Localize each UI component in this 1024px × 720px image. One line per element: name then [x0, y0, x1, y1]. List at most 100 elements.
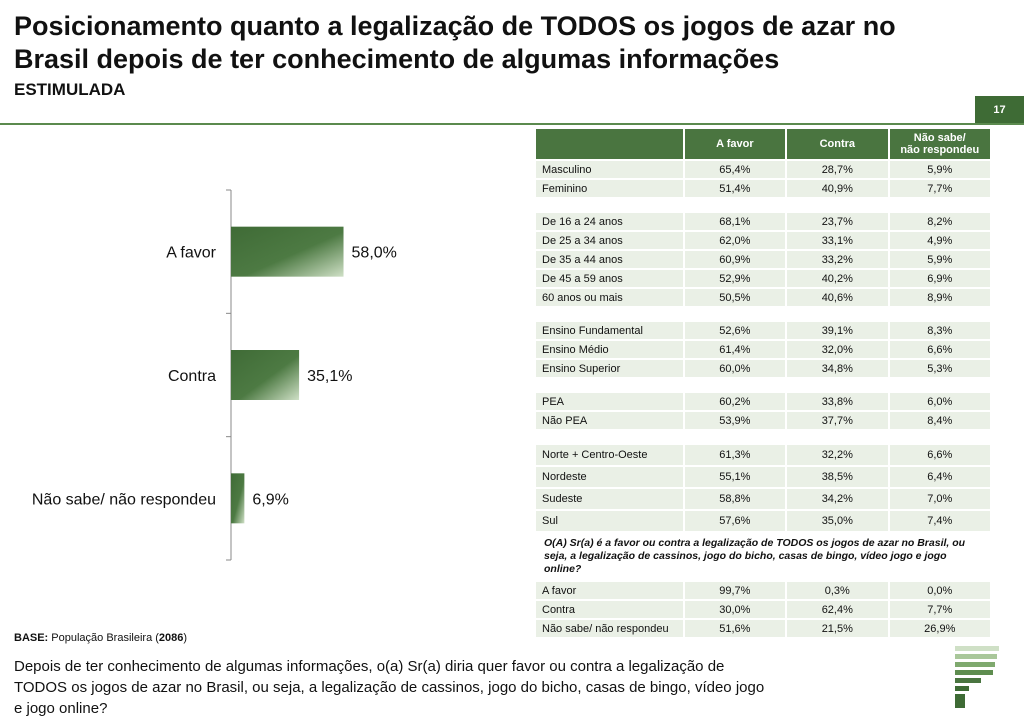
- table-cell: 8,9%: [889, 289, 992, 306]
- group-spacer: [536, 308, 992, 320]
- bar: [231, 350, 300, 400]
- table-cell: 5,9%: [889, 161, 992, 178]
- table-cell: 40,9%: [787, 180, 890, 197]
- table-cell: 52,9%: [684, 270, 788, 287]
- row-label: Sudeste: [536, 489, 685, 509]
- category-label: Contra: [168, 368, 216, 385]
- column-header: Não sabe/não respondeu: [889, 129, 992, 159]
- survey-question: Depois de ter conhecimento de algumas in…: [14, 658, 765, 717]
- category-label: Não sabe/ não respondeu: [32, 491, 216, 508]
- value-label: 58,0%: [352, 245, 397, 262]
- table-cell: 0,3%: [787, 582, 890, 599]
- table-cell: 40,2%: [787, 270, 890, 287]
- row-label: Não PEA: [536, 412, 685, 429]
- table-cell: 58,8%: [684, 489, 788, 509]
- table-cell: 51,4%: [684, 180, 788, 197]
- table-cell: 34,2%: [787, 489, 890, 509]
- column-header: A favor: [684, 129, 788, 159]
- row-label: Feminino: [536, 180, 685, 197]
- bar-chart: A favor 58,0% Contra 35,1% Não sabe/ não res…: [32, 189, 397, 561]
- table-cell: 38,5%: [787, 467, 890, 487]
- table-cell: 5,9%: [889, 251, 992, 268]
- table-cell: 52,6%: [684, 322, 788, 339]
- cross-question-row: O(A) Sr(a) é a favor ou contra a legaliz…: [536, 533, 992, 580]
- table-cell: 6,6%: [889, 445, 992, 465]
- table-cell: 6,4%: [889, 467, 992, 487]
- table-cell: 50,5%: [684, 289, 788, 306]
- table-cell: 7,4%: [889, 511, 992, 531]
- table-cell: 37,7%: [787, 412, 890, 429]
- breakdown-table: A favor Contra Não sabe/não respondeu Mascu…: [536, 127, 992, 639]
- base-count: 2086: [158, 632, 184, 644]
- table-cell: 26,9%: [889, 620, 992, 637]
- base-note: BASE: População Brasileira (2086): [14, 632, 188, 644]
- table-row: Ensino Fundamental 52,6% 39,1% 8,3%: [536, 322, 992, 339]
- table-cell: 0,0%: [889, 582, 992, 599]
- group-spacer: [536, 431, 992, 443]
- page-number-badge: 17: [975, 96, 1024, 123]
- value-label: 6,9%: [252, 491, 288, 508]
- row-label: Não sabe/ não respondeu: [536, 620, 685, 637]
- table-cell: 35,0%: [787, 511, 890, 531]
- table-cell: 7,7%: [889, 180, 992, 197]
- table-row: Contra 30,0% 62,4% 7,7%: [536, 601, 992, 618]
- table-cell: 30,0%: [684, 601, 788, 618]
- bar: [231, 473, 245, 524]
- table-cell: 32,2%: [787, 445, 890, 465]
- table-cell: 28,7%: [787, 161, 890, 178]
- table-row: Sudeste 58,8% 34,2% 7,0%: [536, 489, 992, 509]
- row-label: De 25 a 34 anos: [536, 232, 685, 249]
- table-cell: 6,9%: [889, 270, 992, 287]
- table-cell: 33,2%: [787, 251, 890, 268]
- table-row: A favor 99,7% 0,3% 0,0%: [536, 582, 992, 599]
- table-row: Ensino Médio 61,4% 32,0% 6,6%: [536, 341, 992, 358]
- table-row: De 25 a 34 anos 62,0% 33,1% 4,9%: [536, 232, 992, 249]
- table-cell: 4,9%: [889, 232, 992, 249]
- table-row: Nordeste 55,1% 38,5% 6,4%: [536, 467, 992, 487]
- table-row: 60 anos ou mais 50,5% 40,6% 8,9%: [536, 289, 992, 306]
- value-label: 35,1%: [307, 368, 352, 385]
- row-label: Norte + Centro-Oeste: [536, 445, 685, 465]
- table-row: Norte + Centro-Oeste 61,3% 32,2% 6,6%: [536, 445, 992, 465]
- table-cell: 8,2%: [889, 213, 992, 230]
- table-cell: 40,6%: [787, 289, 890, 306]
- table-row: De 35 a 44 anos 60,9% 33,2% 5,9%: [536, 251, 992, 268]
- table-cell: 34,8%: [787, 360, 890, 377]
- table-row: De 16 a 24 anos 68,1% 23,7% 8,2%: [536, 213, 992, 230]
- column-header: [536, 129, 685, 159]
- base-text: População Brasileira: [51, 632, 153, 644]
- row-label: De 35 a 44 anos: [536, 251, 685, 268]
- table-cell: 33,8%: [787, 393, 890, 410]
- table-cell: 60,9%: [684, 251, 788, 268]
- table-cell: 60,2%: [684, 393, 788, 410]
- table-cell: 51,6%: [684, 620, 788, 637]
- table-cell: 5,3%: [889, 360, 992, 377]
- row-label: 60 anos ou mais: [536, 289, 685, 306]
- table-cell: 23,7%: [787, 213, 890, 230]
- table-row: Sul 57,6% 35,0% 7,4%: [536, 511, 992, 531]
- category-label: A favor: [166, 245, 216, 262]
- bar: [231, 226, 344, 277]
- row-label: Ensino Fundamental: [536, 322, 685, 339]
- table-cell: 62,0%: [684, 232, 788, 249]
- table-cell: 39,1%: [787, 322, 890, 339]
- row-label: Ensino Médio: [536, 341, 685, 358]
- table-cell: 6,6%: [889, 341, 992, 358]
- table-cell: 7,0%: [889, 489, 992, 509]
- group-spacer: [536, 199, 992, 211]
- table-cell: 61,3%: [684, 445, 788, 465]
- table-cell: 7,7%: [889, 601, 992, 618]
- table-cell: 8,4%: [889, 412, 992, 429]
- table-row: De 45 a 59 anos 52,9% 40,2% 6,9%: [536, 270, 992, 287]
- row-label: Nordeste: [536, 467, 685, 487]
- table-cell: 53,9%: [684, 412, 788, 429]
- table-row: Masculino 65,4% 28,7% 5,9%: [536, 161, 992, 178]
- header-divider: [0, 123, 1024, 125]
- table-cell: 68,1%: [684, 213, 788, 230]
- row-label: Contra: [536, 601, 685, 618]
- column-header: Contra: [787, 129, 890, 159]
- table-cell: 57,6%: [684, 511, 788, 531]
- table-cell: 21,5%: [787, 620, 890, 637]
- page-subtitle: ESTIMULADA: [14, 80, 126, 99]
- row-label: A favor: [536, 582, 685, 599]
